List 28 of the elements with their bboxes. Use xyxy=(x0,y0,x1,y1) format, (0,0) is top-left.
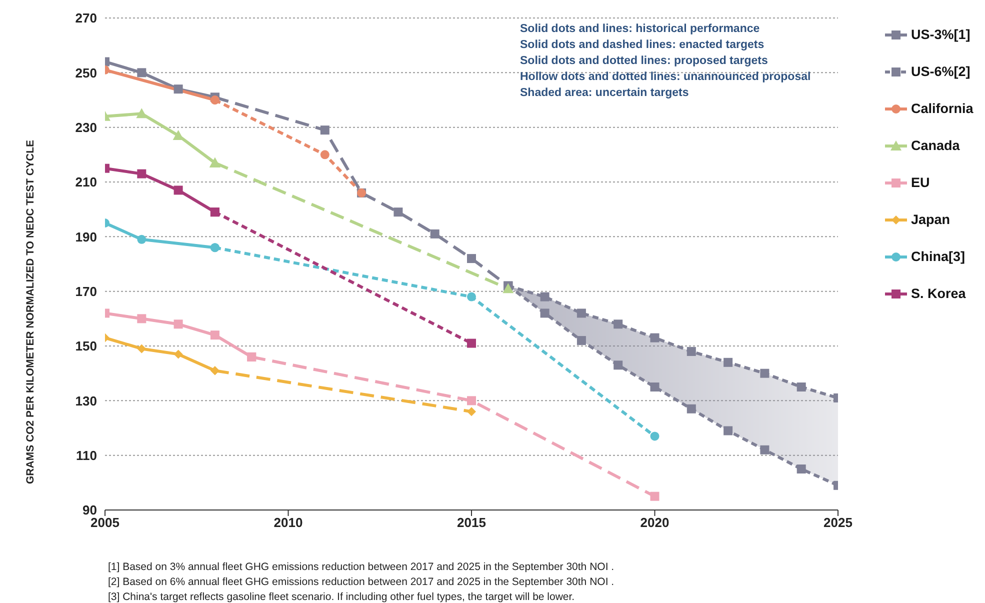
y-tick-label: 150 xyxy=(75,338,97,354)
x-tick-label: 2025 xyxy=(824,515,852,530)
text: [2] Based on 6% annual fleet GHG emissions reduction between 2017 and 2025 in the September 30th NOI . xyxy=(108,575,614,590)
y-tick-label: 250 xyxy=(75,65,97,80)
legend-label: California xyxy=(911,101,974,116)
text: [1] Based on 3% annual fleet GHG emissions reduction between 2017 and 2025 in the September 30th NOI . xyxy=(108,560,614,575)
legend-label: Japan xyxy=(911,212,950,227)
y-tick-label: 130 xyxy=(75,393,97,408)
legend-label: EU xyxy=(911,175,930,190)
legend-label: US-3%[1] xyxy=(911,27,970,42)
x-tick-label: 2020 xyxy=(640,515,670,530)
y-tick-label: 210 xyxy=(75,174,97,190)
y-tick-label: 90 xyxy=(82,502,97,518)
x-tick-label: 2010 xyxy=(274,515,303,530)
legend-label: China[3] xyxy=(911,249,965,264)
y-tick-label: 190 xyxy=(75,229,97,244)
y-axis-title: GRAMS CO2 PER KILOMETER NORMALIZED TO NEDC TEST CYCLE xyxy=(24,140,37,484)
y-tick-label: 170 xyxy=(75,284,97,299)
y-tick-label: 110 xyxy=(76,448,97,463)
x-tick-label: 2005 xyxy=(90,515,120,530)
y-tick-label: 270 xyxy=(75,10,97,26)
y-tick-label: 230 xyxy=(75,120,97,135)
legend-label: Canada xyxy=(911,138,960,153)
text: Solid dots and lines: historical performance Solid dots and dashed lines: enacted targets Solid dots and dotted lines: proposed targets Hollow dots and dotted lines: unannounced proposal Shaded area: uncertain targets xyxy=(520,23,811,99)
x-tick-label: 2015 xyxy=(457,515,486,530)
text: [3] China's target reflects gasoline fleet scenario. If including other fuel types, the target will be lower. xyxy=(108,590,576,603)
legend-label: US-6%[2] xyxy=(911,64,970,79)
legend-label: S. Korea xyxy=(911,286,966,301)
